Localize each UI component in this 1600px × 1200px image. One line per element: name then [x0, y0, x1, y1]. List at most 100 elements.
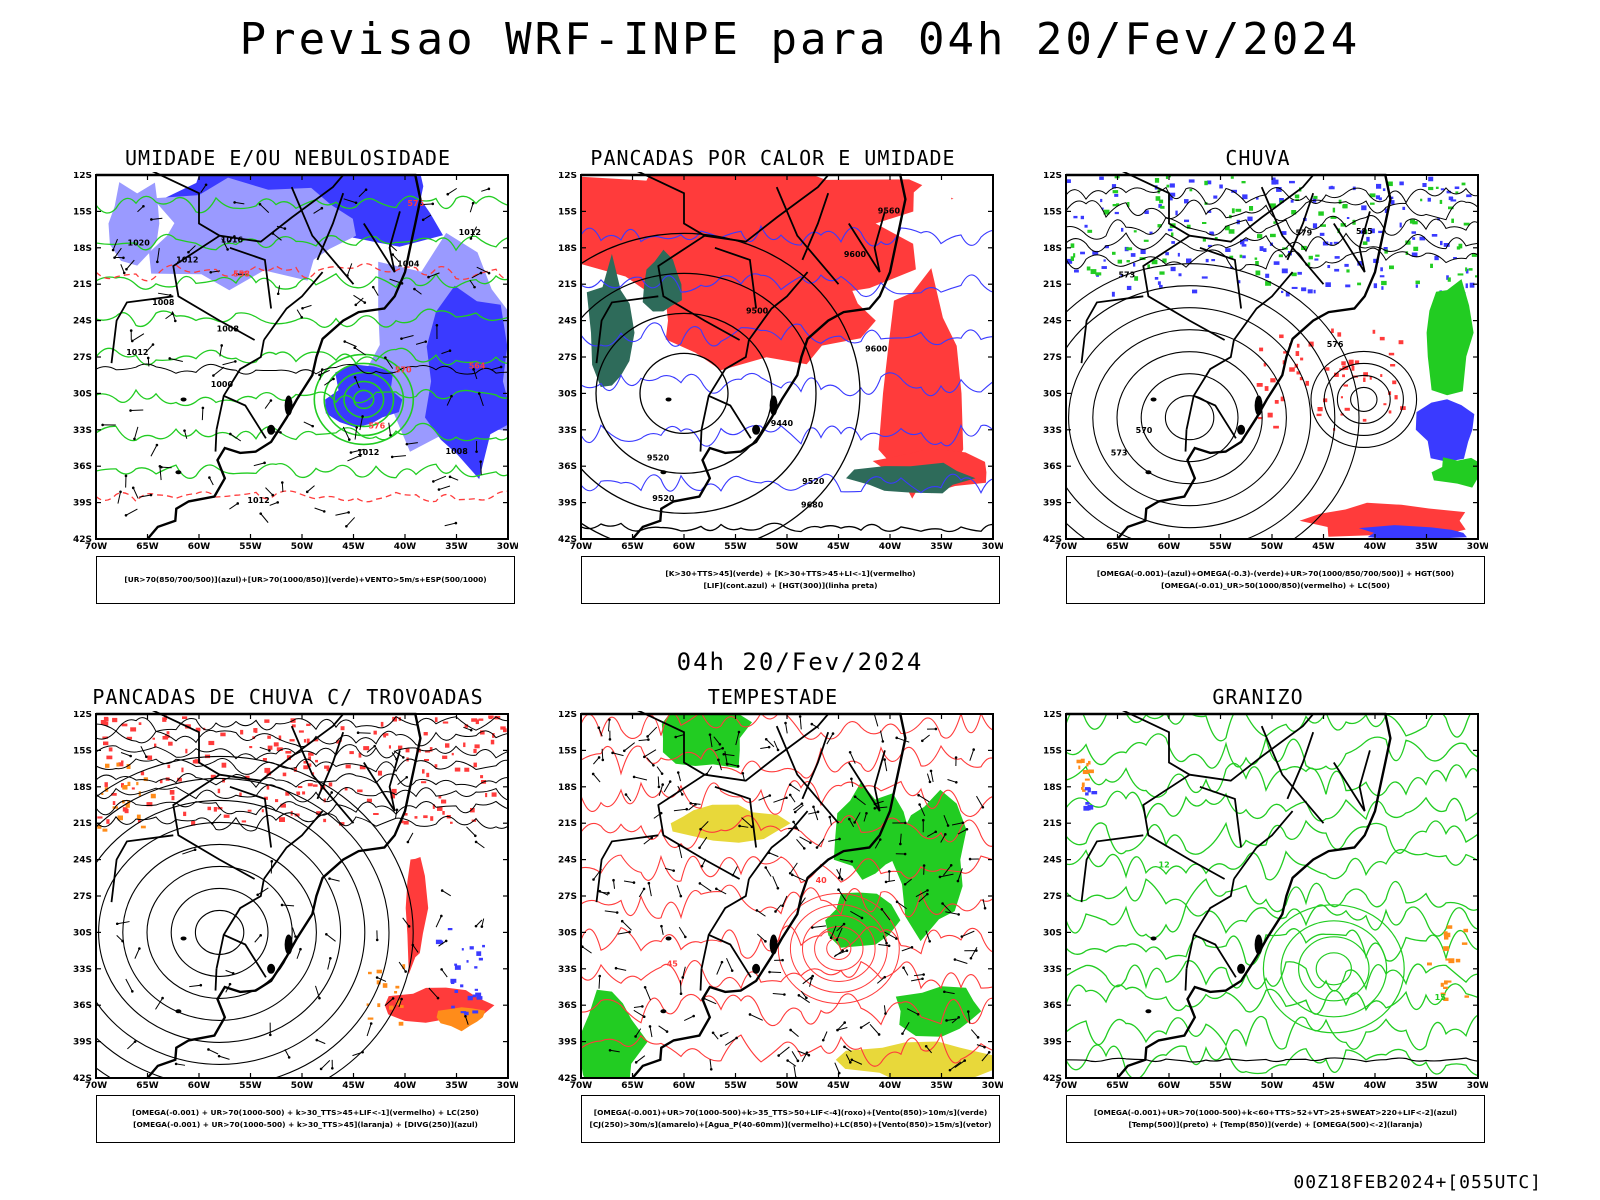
wind-arrow [122, 271, 126, 275]
wind-arrow [264, 400, 272, 409]
rain-area [261, 809, 264, 813]
streamline-arrow [436, 996, 440, 1000]
wind-vector [632, 775, 636, 779]
wind-arrow [151, 217, 163, 220]
omega-area [1201, 276, 1208, 279]
omega-area [1188, 179, 1195, 183]
rain-area [315, 759, 319, 763]
rain-area [492, 733, 495, 738]
omega-area [1431, 234, 1438, 237]
wind-vector [633, 1005, 643, 1008]
legend-line: [OMEGA(-0.001)-(azul)+OMEGA(-0.3)-(verde… [1096, 569, 1455, 578]
rain-area [307, 783, 313, 787]
state-border [1189, 174, 1314, 243]
omega-area [1291, 210, 1297, 215]
omega-area [1378, 197, 1382, 201]
omega-area [1388, 410, 1392, 414]
lagoon [1254, 934, 1263, 955]
height-contour [1323, 362, 1404, 437]
wind-vector [928, 939, 931, 943]
rain-area [475, 719, 479, 725]
contour-label: 564 [469, 361, 486, 370]
wind-vector [793, 1065, 797, 1078]
height-contour [1116, 351, 1263, 485]
streamline-arrow [131, 990, 134, 993]
lagoon [769, 395, 778, 416]
omega-area [1307, 289, 1313, 294]
wind-arrow [487, 187, 491, 191]
contour-label: 570 [395, 365, 412, 374]
wind-arrow [200, 184, 207, 193]
wind-vector [658, 784, 664, 796]
state-border [1193, 933, 1237, 978]
water-contour [802, 914, 876, 982]
state-border [1185, 339, 1235, 430]
lat-tick-label: 42S [1043, 535, 1062, 545]
wind-vector [776, 748, 780, 752]
legend-box: [OMEGA(-0.001) + UR>70(1000-500) + k>30_… [96, 1095, 515, 1143]
rain-area [106, 819, 110, 824]
lat-tick-label: 30S [558, 928, 577, 938]
omega-area [1243, 239, 1249, 242]
rain-area [445, 743, 450, 748]
rain-area [182, 716, 188, 720]
legend-line: [K>30+TTS>45](verde) + [K>30+TTS>45+LI<-… [665, 569, 916, 578]
wind-vector [713, 736, 721, 745]
lon-tick-label: 65W [136, 1081, 159, 1091]
legend-box: [K>30+TTS>45](verde) + [K>30+TTS>45+LI<-… [581, 556, 1000, 604]
omega-area [1305, 380, 1309, 386]
omega-speck [1081, 782, 1085, 787]
rain-area [442, 721, 449, 724]
wind-arrow [406, 442, 418, 445]
rain-area [298, 730, 304, 733]
wind-vector [843, 1021, 847, 1024]
state-border [1260, 186, 1325, 285]
wind-vector [869, 1023, 880, 1035]
rain-area [430, 816, 434, 821]
streamline-arrow [189, 984, 201, 988]
wind-vector [781, 904, 784, 908]
field-layer: 1012100810161020101210081004100010081012… [96, 175, 508, 528]
wind-arrow [230, 433, 242, 442]
wind-arrow [476, 266, 490, 274]
wind-arrow [446, 396, 452, 406]
omega-speck [1444, 980, 1448, 985]
omega-area [1413, 246, 1419, 251]
rain-area [97, 816, 103, 819]
wind-arrow [437, 488, 441, 491]
lat-tick-label: 18S [1043, 783, 1062, 793]
wind-vector [760, 746, 770, 750]
streamline-arrow [361, 1050, 364, 1054]
omega-area [1103, 209, 1110, 215]
rain-area [336, 740, 340, 744]
contour-label: 1020 [128, 238, 151, 247]
streamline-arrow [208, 1049, 219, 1055]
omega-area [1428, 186, 1434, 191]
wind-vector [612, 752, 624, 757]
wind-vector [965, 827, 969, 831]
wind-vector [783, 993, 786, 996]
omega-area [1274, 400, 1279, 404]
wind-vector [810, 722, 814, 726]
wind-vector [684, 1015, 694, 1021]
lat-tick-label: 12S [73, 711, 92, 720]
wind-arrow [347, 511, 350, 514]
wind-arrow [481, 188, 490, 192]
streamline-arrow [397, 776, 408, 786]
omega-area [1364, 229, 1368, 235]
humidity-area [108, 182, 160, 266]
rain-area [308, 756, 312, 761]
divergence-speck [474, 988, 479, 991]
lon-tick-label: 55W [1209, 542, 1232, 552]
panel-title: GRANIZO [1212, 685, 1304, 709]
rain-area [470, 808, 475, 813]
omega-area [1380, 374, 1383, 377]
wind-vector [679, 980, 682, 994]
omega-area [1133, 262, 1136, 267]
wind-vector [598, 889, 601, 893]
streamline-arrow [327, 958, 331, 970]
state-border [363, 750, 401, 812]
wind-vector [845, 1054, 851, 1063]
height-contour [1350, 386, 1378, 413]
lat-tick-label: 39S [73, 499, 92, 509]
